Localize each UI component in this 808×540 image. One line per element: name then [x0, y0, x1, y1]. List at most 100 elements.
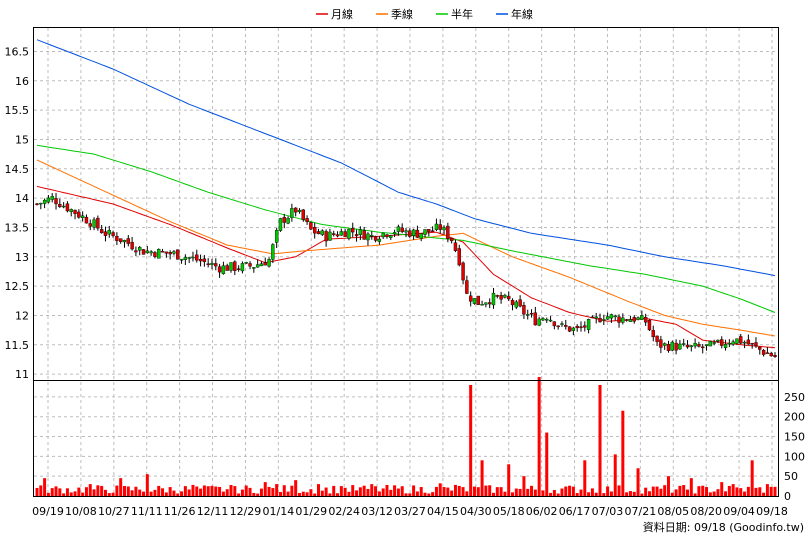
x-tick-label: 01/29 [295, 505, 327, 518]
volume-bar [43, 478, 47, 496]
candle-body [354, 234, 359, 237]
volume-bar [35, 488, 39, 496]
candle-body [339, 231, 344, 236]
candle-body [130, 241, 134, 250]
volume-bar [301, 491, 305, 496]
volume-bar [313, 493, 317, 496]
candle-body [351, 228, 355, 233]
x-tick-label: 02/24 [328, 505, 360, 518]
volume-bar [415, 491, 419, 496]
candle-body [293, 207, 298, 213]
candle-body [92, 219, 96, 228]
candle-body [176, 249, 180, 260]
volume-bar [221, 491, 225, 496]
volume-bar [609, 491, 613, 496]
volume-bar [240, 489, 244, 496]
candle-body [670, 341, 674, 351]
candle-body [179, 258, 184, 261]
candle-body [674, 342, 678, 351]
candle-body [651, 330, 655, 338]
volume-bar [438, 483, 442, 496]
x-tick-label: 09/19 [32, 505, 64, 518]
volume-bar [549, 492, 553, 496]
candle-body [210, 263, 214, 265]
candle-body [761, 349, 766, 355]
volume-bar [739, 488, 743, 496]
volume-bar [88, 484, 92, 496]
price-tick-label: 16.5 [5, 45, 30, 58]
volume-bar [62, 493, 66, 496]
volume-bar [214, 486, 218, 496]
x-tick-label: 12/29 [230, 505, 262, 518]
candle-body [160, 251, 165, 253]
candle-body [259, 263, 264, 267]
candle-body [358, 229, 363, 235]
candle-body [347, 228, 351, 239]
candlesticks [35, 192, 777, 358]
candle-body [716, 339, 720, 342]
volume-bar [670, 492, 674, 496]
candle-body [499, 295, 503, 300]
volume-bar [396, 488, 400, 496]
volume-bar [81, 492, 85, 496]
candle-body [750, 343, 754, 345]
candle-body [183, 257, 188, 260]
candle-body [647, 320, 652, 331]
volume-bar [720, 482, 724, 496]
candle-body [765, 352, 770, 354]
volume-bar [491, 492, 495, 496]
volume-bar [362, 485, 366, 496]
candle-body [617, 316, 621, 323]
candle-body [480, 304, 484, 306]
candle-body [507, 295, 511, 300]
x-tick-label: 10/08 [65, 505, 97, 518]
volume-bar [583, 460, 587, 496]
candle-body [446, 225, 450, 239]
candle-body [84, 216, 89, 224]
volume-bar [495, 487, 499, 496]
x-axis: 09/19 10/08 10/27 11/11 11/26 12/11 12/29 01/14… [32, 505, 788, 518]
volume-bar [655, 486, 659, 496]
candle-body [632, 317, 636, 322]
volume-bar [724, 491, 728, 496]
volume-bar [229, 485, 233, 496]
volume-bar [263, 482, 267, 496]
volume-panel-frame [33, 380, 779, 497]
candle-body [229, 262, 233, 271]
x-tick-label: 03/12 [361, 505, 393, 518]
volume-bar [469, 384, 473, 496]
volume-bar [765, 484, 769, 496]
volume-bar [84, 487, 88, 496]
volume-bar [199, 488, 203, 496]
candle-body [370, 235, 374, 237]
volume-bar [58, 488, 62, 496]
volume-bar [351, 485, 355, 496]
volume-bar [149, 491, 153, 496]
candle-body [103, 231, 108, 236]
volume-bar [320, 490, 324, 496]
candle-body [118, 238, 123, 242]
candle-body [39, 202, 43, 205]
volume-bar [286, 491, 290, 496]
volume-bar [511, 492, 515, 496]
candle-body [442, 227, 446, 231]
legend-label: 季線 [391, 7, 413, 21]
candle-body [107, 230, 111, 235]
volume-bar [271, 488, 275, 496]
candle-body [564, 325, 568, 327]
volume-bar [442, 487, 446, 496]
volume-bar [237, 493, 241, 496]
price-tick-label: 14 [15, 192, 29, 205]
volume-bar [556, 493, 560, 496]
volume-bar [579, 489, 583, 496]
candle-body [758, 346, 762, 350]
volume-bar [628, 491, 632, 496]
candle-body [731, 341, 735, 345]
candle-body [461, 262, 465, 281]
volume-bar [651, 486, 655, 496]
candle-body [366, 233, 370, 241]
candle-body [305, 218, 309, 223]
candle-body [324, 231, 328, 242]
candle-body [408, 230, 412, 237]
